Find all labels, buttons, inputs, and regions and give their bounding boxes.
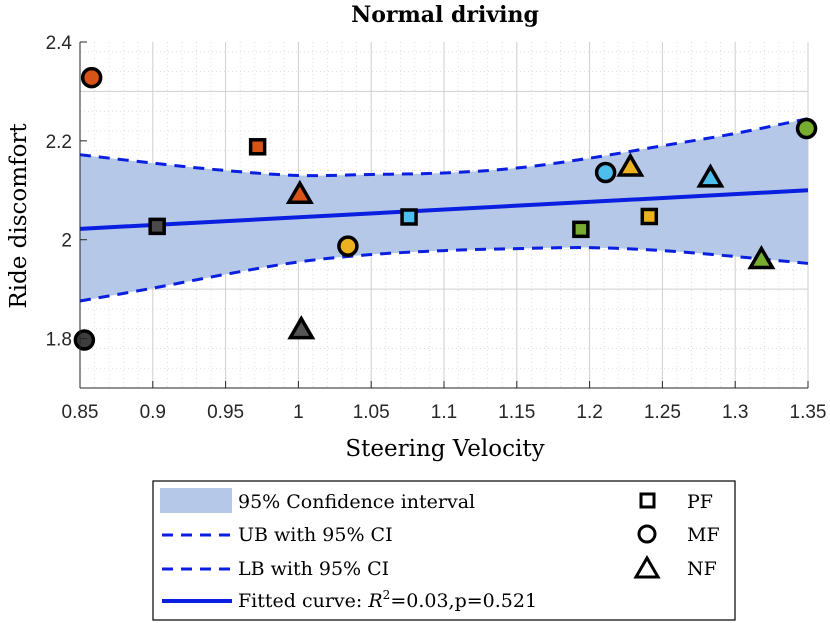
- legend-mf-label: MF: [687, 524, 720, 546]
- legend-pf-label: PF: [687, 491, 713, 513]
- y-tick-label: 1.8: [46, 330, 72, 351]
- legend-ub-label: UB with 95% CI: [238, 524, 393, 546]
- data-point-circle: [594, 161, 617, 184]
- x-tick-label: 1.2: [576, 402, 602, 423]
- data-point-square: [248, 138, 267, 156]
- data-point-square: [400, 208, 418, 226]
- x-tick-labels: 0.85 0.9 0.95 1 1.05 1.1 1.15 1.2 1.25 1.3 1.35: [62, 402, 827, 423]
- data-point-triangle: [616, 152, 645, 177]
- data-point-square: [640, 207, 659, 226]
- fitted-line: [79, 188, 809, 231]
- x-tick-label: 1.3: [722, 402, 748, 423]
- y-tick-labels: 1.8 2 2.2 2.4: [46, 33, 73, 351]
- data-point-triangle: [747, 244, 776, 270]
- data-point-square: [572, 220, 590, 239]
- legend-r-symbol: R: [367, 590, 382, 612]
- legend-circle-marker-icon: [637, 524, 657, 544]
- y-axis-label: Ride discomfort: [6, 123, 32, 309]
- data-point-circle: [795, 117, 818, 140]
- x-tick-label: 1: [293, 402, 304, 423]
- legend-ci-label: 95% Confidence interval: [238, 491, 475, 513]
- upper-bound-line: [79, 117, 809, 178]
- x-tick-label: 0.9: [140, 402, 166, 423]
- legend-nf-label: NF: [687, 558, 717, 580]
- x-tick-label: 0.95: [207, 402, 244, 423]
- data-point-circle: [73, 329, 96, 351]
- data-points: [73, 66, 818, 351]
- y-tick-label: 2.4: [46, 33, 73, 54]
- axes: [79, 41, 809, 389]
- legend-fit-label: Fitted curve: R2=0.03,p=0.521: [238, 588, 537, 612]
- legend-r-exponent: 2: [383, 588, 391, 602]
- legend: 95% Confidence interval UB with 95% CI L…: [152, 480, 736, 621]
- data-point-circle: [80, 66, 103, 89]
- x-tick-label: 1.35: [790, 402, 827, 423]
- legend-triangle-marker-icon: [633, 555, 661, 579]
- x-tick-label: 0.85: [62, 402, 99, 423]
- x-tick-label: 1.05: [353, 402, 390, 423]
- chart-title: Normal driving: [351, 2, 539, 28]
- lower-bound-line: [79, 246, 809, 303]
- data-point-square: [148, 217, 166, 236]
- legend-square-marker-icon: [639, 492, 656, 509]
- data-point-circle: [337, 235, 359, 257]
- data-point-triangle: [696, 163, 725, 188]
- x-axis-label: Steering Velocity: [345, 436, 544, 462]
- x-tick-label: 1.1: [431, 402, 457, 423]
- data-point-triangle: [287, 315, 316, 340]
- x-tick-label: 1.25: [644, 402, 681, 423]
- legend-fit-stats: =0.03,p=0.521: [390, 590, 537, 612]
- data-point-triangle: [285, 179, 314, 204]
- legend-fit-prefix: Fitted curve:: [238, 590, 368, 612]
- legend-box: [152, 480, 736, 621]
- legend-lb-label: LB with 95% CI: [238, 558, 389, 580]
- legend-band-swatch: [160, 488, 232, 513]
- y-tick-label: 2: [61, 231, 72, 252]
- y-tick-label: 2.2: [46, 132, 72, 153]
- x-tick-label: 1.15: [498, 402, 535, 423]
